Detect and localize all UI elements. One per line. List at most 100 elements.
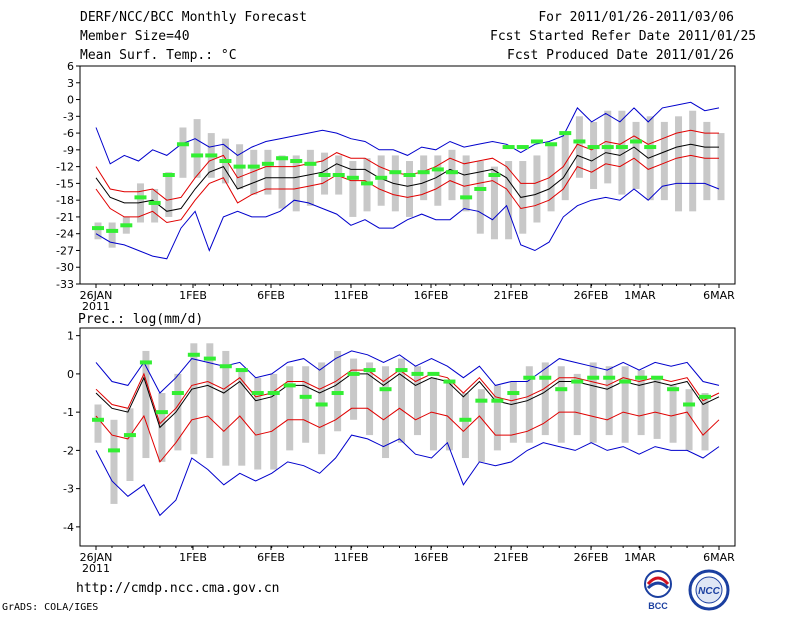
observed-marker [699, 394, 712, 399]
observed-marker [683, 402, 696, 407]
range-bar [398, 358, 406, 443]
x-tick-label: 21FEB [494, 551, 529, 564]
bcc-logo-arc [646, 576, 670, 586]
observed-marker [539, 375, 552, 380]
series-line-ensemble-mean [95, 373, 720, 429]
observed-marker [474, 186, 487, 191]
range-bar [717, 133, 725, 201]
y-tick-label: -18 [56, 194, 74, 207]
x-tick-label: 6FEB [257, 289, 285, 302]
y-tick-label: -1 [63, 406, 74, 419]
range-bar [174, 373, 182, 451]
y-tick-label: -24 [56, 228, 74, 241]
observed-marker [619, 379, 632, 384]
y-tick-label: -3 [63, 110, 74, 123]
range-bar [286, 366, 294, 451]
range-bar [573, 373, 581, 436]
range-bar [151, 188, 159, 223]
observed-marker [155, 410, 168, 415]
range-bar [292, 155, 300, 212]
x-tick-label: 1MAR [624, 551, 656, 564]
observed-marker [411, 371, 424, 376]
observed-marker [431, 167, 444, 172]
range-bar [377, 155, 385, 206]
observed-marker [107, 448, 120, 453]
range-bar [669, 385, 677, 443]
range-bar [108, 222, 116, 248]
chart-title: DERF/NCC/BCC Monthly Forecast [80, 10, 307, 25]
observed-marker [389, 170, 402, 175]
header-left: DERF/NCC/BCC Monthly Forecast Member Siz… [80, 8, 307, 65]
observed-marker [445, 170, 458, 175]
observed-marker [171, 391, 184, 396]
range-bar [420, 155, 428, 201]
observed-marker [502, 145, 515, 150]
x-tick-label: 11FEB [334, 551, 369, 564]
range-bar [557, 366, 565, 443]
y-tick-label: -3 [63, 483, 74, 496]
observed-marker [361, 181, 374, 186]
range-bar [541, 362, 549, 436]
range-bar [589, 362, 597, 443]
chart-panel-1: 6 3 0 -3 -6 -9 -12 -15 -18 -21 -24 -27 -30 -33 26JAN20… [56, 60, 736, 313]
x-tick-label: 26FEB [574, 551, 609, 564]
source-url[interactable]: http://cmdp.ncc.cma.gov.cn [76, 581, 280, 596]
range-bar [653, 377, 661, 439]
range-bar [525, 366, 533, 443]
x-tick-label: 26JAN [80, 289, 113, 302]
y-tick-label: 0 [67, 368, 74, 381]
observed-marker [459, 417, 472, 422]
range-bar [621, 366, 629, 443]
observed-marker [134, 195, 147, 200]
range-bar [278, 155, 286, 209]
observed-marker [375, 175, 388, 180]
range-bar [350, 358, 358, 420]
range-bar [462, 155, 470, 212]
observed-marker [530, 139, 543, 144]
x-tick-label: 6MAR [703, 551, 735, 564]
y-tick-label: 3 [67, 77, 74, 90]
range-bar [366, 362, 374, 436]
range-bar [318, 362, 326, 455]
observed-marker [235, 368, 248, 373]
observed-marker [191, 153, 204, 158]
observed-marker [523, 375, 536, 380]
range-bar [158, 393, 166, 462]
range-bar [349, 161, 357, 217]
observed-marker [559, 131, 572, 136]
observed-marker [123, 433, 136, 438]
ncc-logo-text: NCC [698, 586, 720, 597]
observed-marker [176, 142, 189, 147]
variable-label: Mean Surf. Temp.: °C [80, 48, 237, 63]
range-bar [165, 172, 173, 217]
observed-marker [276, 156, 289, 161]
range-bar [193, 119, 201, 178]
y-tick-label: -21 [56, 211, 74, 224]
range-bar [270, 373, 278, 470]
panel-title: Prec.: log(mm/d) [78, 312, 203, 327]
observed-marker [120, 223, 133, 228]
observed-marker [545, 142, 558, 147]
bcc-logo: BCC [644, 570, 672, 611]
observed-marker [403, 173, 416, 177]
observed-marker [304, 161, 317, 166]
observed-marker [630, 139, 643, 144]
range-bar [660, 121, 668, 201]
x-tick-year-label: 2011 [82, 562, 110, 575]
observed-marker [635, 375, 648, 380]
series-line-minimum [95, 182, 720, 260]
observed-marker [261, 161, 274, 166]
x-tick-label: 11FEB [334, 289, 369, 302]
observed-marker [427, 371, 440, 376]
range-bar [306, 149, 314, 206]
observed-marker [318, 173, 331, 177]
y-tick-label: -12 [56, 161, 74, 174]
ncc-logo-globe [695, 576, 723, 604]
bcc-logo-text: BCC [648, 601, 668, 611]
observed-marker [587, 375, 600, 380]
observed-marker [290, 159, 303, 164]
bcc-logo-arc-blue [646, 581, 670, 590]
observed-marker [347, 371, 360, 376]
fcst-started-date: Fcst Started Refer Date 2011/01/25 [490, 29, 757, 44]
observed-marker [644, 145, 657, 150]
